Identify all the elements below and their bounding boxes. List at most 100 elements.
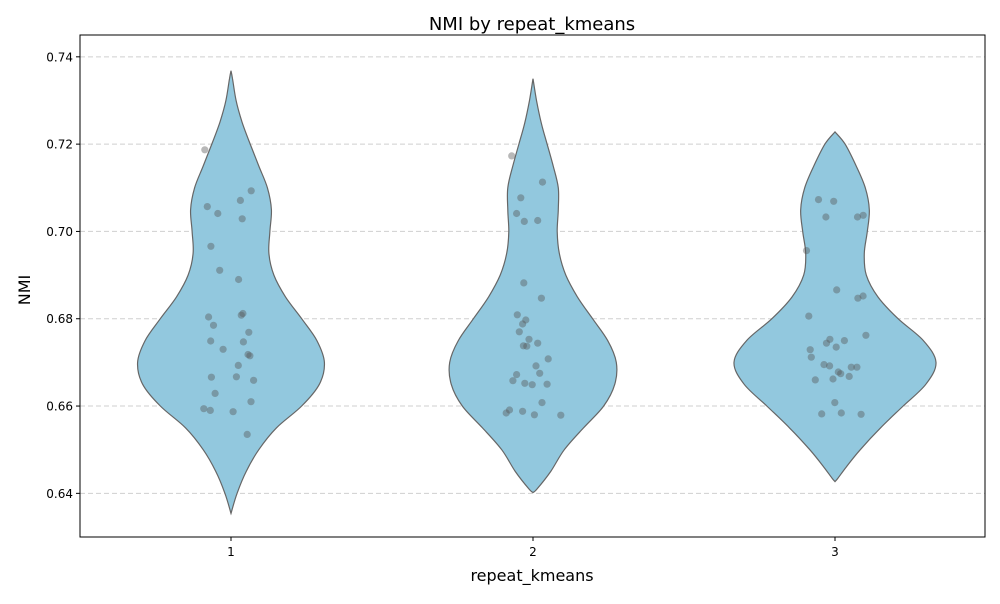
y-tick-label: 0.64 — [46, 487, 73, 501]
data-point — [207, 373, 215, 381]
data-point — [515, 328, 523, 336]
y-tick-label: 0.74 — [46, 50, 73, 64]
data-point — [244, 350, 252, 359]
data-point — [837, 370, 845, 378]
data-point — [837, 409, 845, 417]
y-tick-label: 0.66 — [46, 400, 73, 414]
data-point — [807, 353, 815, 361]
data-point — [209, 321, 218, 329]
data-point — [831, 399, 839, 407]
x-tick-label: 2 — [529, 545, 537, 559]
y-axis-label: NMI — [15, 275, 34, 306]
data-point — [237, 311, 245, 319]
data-point — [519, 407, 527, 415]
data-point — [247, 187, 255, 195]
data-point — [528, 381, 536, 389]
y-tick-label: 0.72 — [46, 138, 73, 152]
violins — [136, 70, 937, 516]
data-point — [211, 389, 219, 397]
data-point — [859, 292, 867, 300]
data-point — [530, 411, 539, 419]
data-point — [859, 211, 867, 219]
data-point — [805, 312, 813, 320]
data-point — [236, 196, 244, 204]
data-point — [525, 335, 533, 343]
data-point — [509, 377, 517, 385]
data-point — [502, 409, 510, 417]
data-point — [830, 197, 838, 205]
data-point — [207, 242, 215, 250]
data-point — [521, 379, 529, 387]
data-point — [811, 376, 819, 384]
data-point — [826, 362, 834, 370]
data-point — [826, 335, 834, 343]
x-tick-label: 1 — [227, 545, 235, 559]
data-point — [207, 337, 215, 345]
data-point — [538, 399, 546, 407]
x-tick-label: 3 — [831, 545, 839, 559]
data-point — [557, 411, 565, 419]
data-point — [538, 178, 547, 186]
data-point — [534, 339, 542, 347]
data-point — [532, 362, 540, 370]
data-point — [247, 398, 255, 406]
data-point — [822, 339, 831, 347]
data-point — [522, 316, 530, 324]
data-point — [235, 275, 243, 284]
data-point — [536, 369, 544, 377]
y-tick-label: 0.70 — [46, 225, 73, 239]
data-point — [203, 203, 211, 211]
violin-body — [136, 70, 326, 516]
data-point — [534, 216, 542, 225]
data-point — [818, 410, 826, 418]
data-point — [232, 373, 240, 381]
data-point — [214, 209, 222, 218]
data-point — [829, 375, 837, 383]
data-point — [205, 313, 213, 321]
data-point — [517, 194, 525, 202]
data-point — [537, 294, 546, 302]
data-point — [847, 363, 855, 371]
data-point — [854, 294, 862, 302]
data-point — [216, 266, 224, 274]
data-point — [219, 345, 227, 353]
data-point — [519, 342, 528, 350]
data-point — [508, 152, 516, 160]
data-point — [200, 405, 208, 413]
violin-body — [448, 78, 618, 494]
data-point — [206, 406, 214, 414]
data-point — [513, 311, 521, 319]
data-point — [853, 213, 862, 221]
data-point — [243, 430, 251, 438]
data-point — [840, 337, 849, 345]
data-point — [513, 209, 521, 218]
data-point — [201, 146, 209, 154]
x-axis-ticks: 1 2 3 — [227, 537, 839, 559]
data-point — [832, 343, 840, 351]
data-point — [234, 361, 242, 369]
data-point — [833, 286, 841, 294]
data-point — [239, 309, 247, 318]
data-point — [250, 376, 258, 384]
data-point — [245, 328, 253, 336]
data-point — [520, 217, 528, 225]
data-point — [239, 338, 247, 346]
data-point — [229, 408, 237, 416]
data-point — [802, 247, 811, 255]
data-point — [822, 213, 830, 221]
data-point — [834, 368, 842, 376]
y-tick-label: 0.68 — [46, 312, 73, 326]
y-axis-ticks: 0.64 0.66 0.68 0.70 0.72 0.74 — [46, 50, 80, 501]
chart-title: NMI by repeat_kmeans — [429, 14, 635, 35]
data-point — [806, 346, 814, 354]
data-point — [238, 215, 246, 223]
data-point — [505, 406, 514, 414]
data-point — [857, 410, 865, 418]
data-point — [853, 363, 861, 371]
data-point — [862, 331, 870, 339]
data-point — [520, 279, 528, 287]
data-point — [523, 342, 531, 350]
data-point — [820, 361, 828, 369]
